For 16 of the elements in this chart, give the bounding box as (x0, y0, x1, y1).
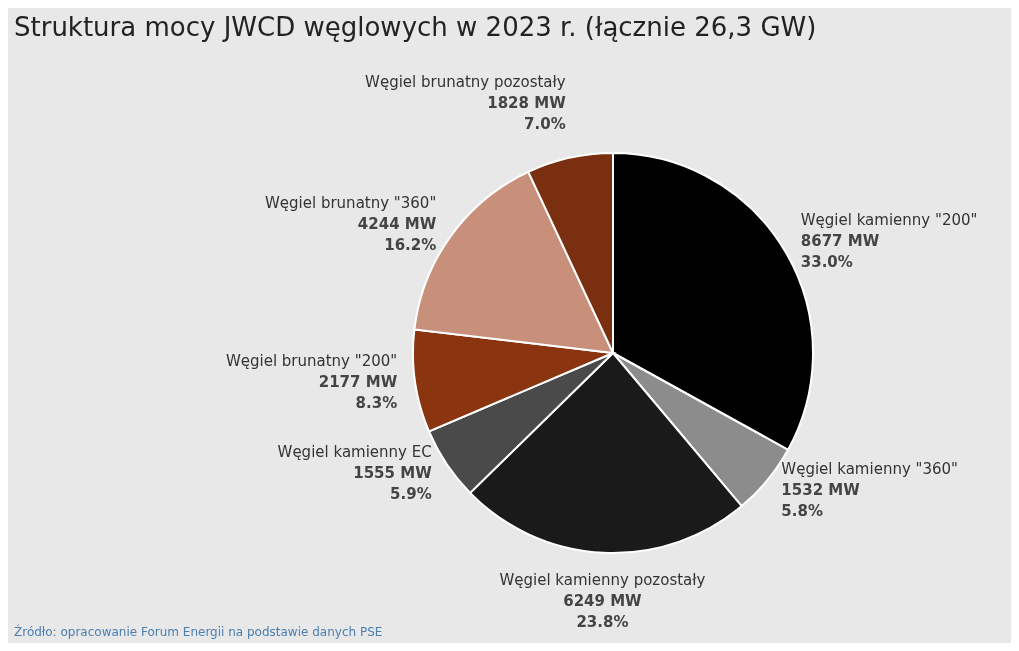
slice-label: Węgiel brunatny "360" (265, 193, 437, 212)
slice-label: Węgiel brunatny "200" (225, 352, 398, 371)
data-label: 2177 MW 8.3% (318, 373, 398, 413)
slice-label: Węgiel kamienny "200" (800, 210, 978, 229)
slice-label: Węgiel kamienny "360" (781, 460, 958, 478)
data-label: 6249 MW 23.8% (563, 591, 643, 631)
data-label: 4244 MW 16.2% (357, 214, 437, 254)
chart-title: Struktura mocy JWCD węglowych w 2023 r. (łącznie 26,3 GW) (14, 12, 817, 42)
data-label: 1532 MW 5.8% (781, 481, 861, 520)
slice-label: Węgiel kamienny EC (277, 442, 432, 461)
data-label: 1555 MW 5.9% (353, 463, 433, 503)
data-label: 8677 MW 33.0% (800, 231, 880, 271)
text: Źródło: opracowanie Forum Energii na podstawie danych PSE (14, 625, 383, 639)
data-label: 1828 MW 7.0% (487, 94, 567, 134)
slice-label: Węgiel kamienny pozostały (499, 570, 706, 589)
slice-label: Węgiel brunatny pozostały (365, 73, 566, 92)
